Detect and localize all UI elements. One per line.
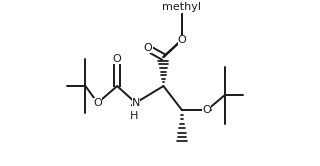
Text: O: O [178,35,186,45]
Text: N: N [132,98,140,108]
Text: O: O [144,43,153,53]
Text: H: H [130,111,138,121]
Text: O: O [93,98,102,108]
Text: O: O [113,54,122,64]
Text: methyl: methyl [163,2,202,12]
Text: O: O [203,105,211,115]
